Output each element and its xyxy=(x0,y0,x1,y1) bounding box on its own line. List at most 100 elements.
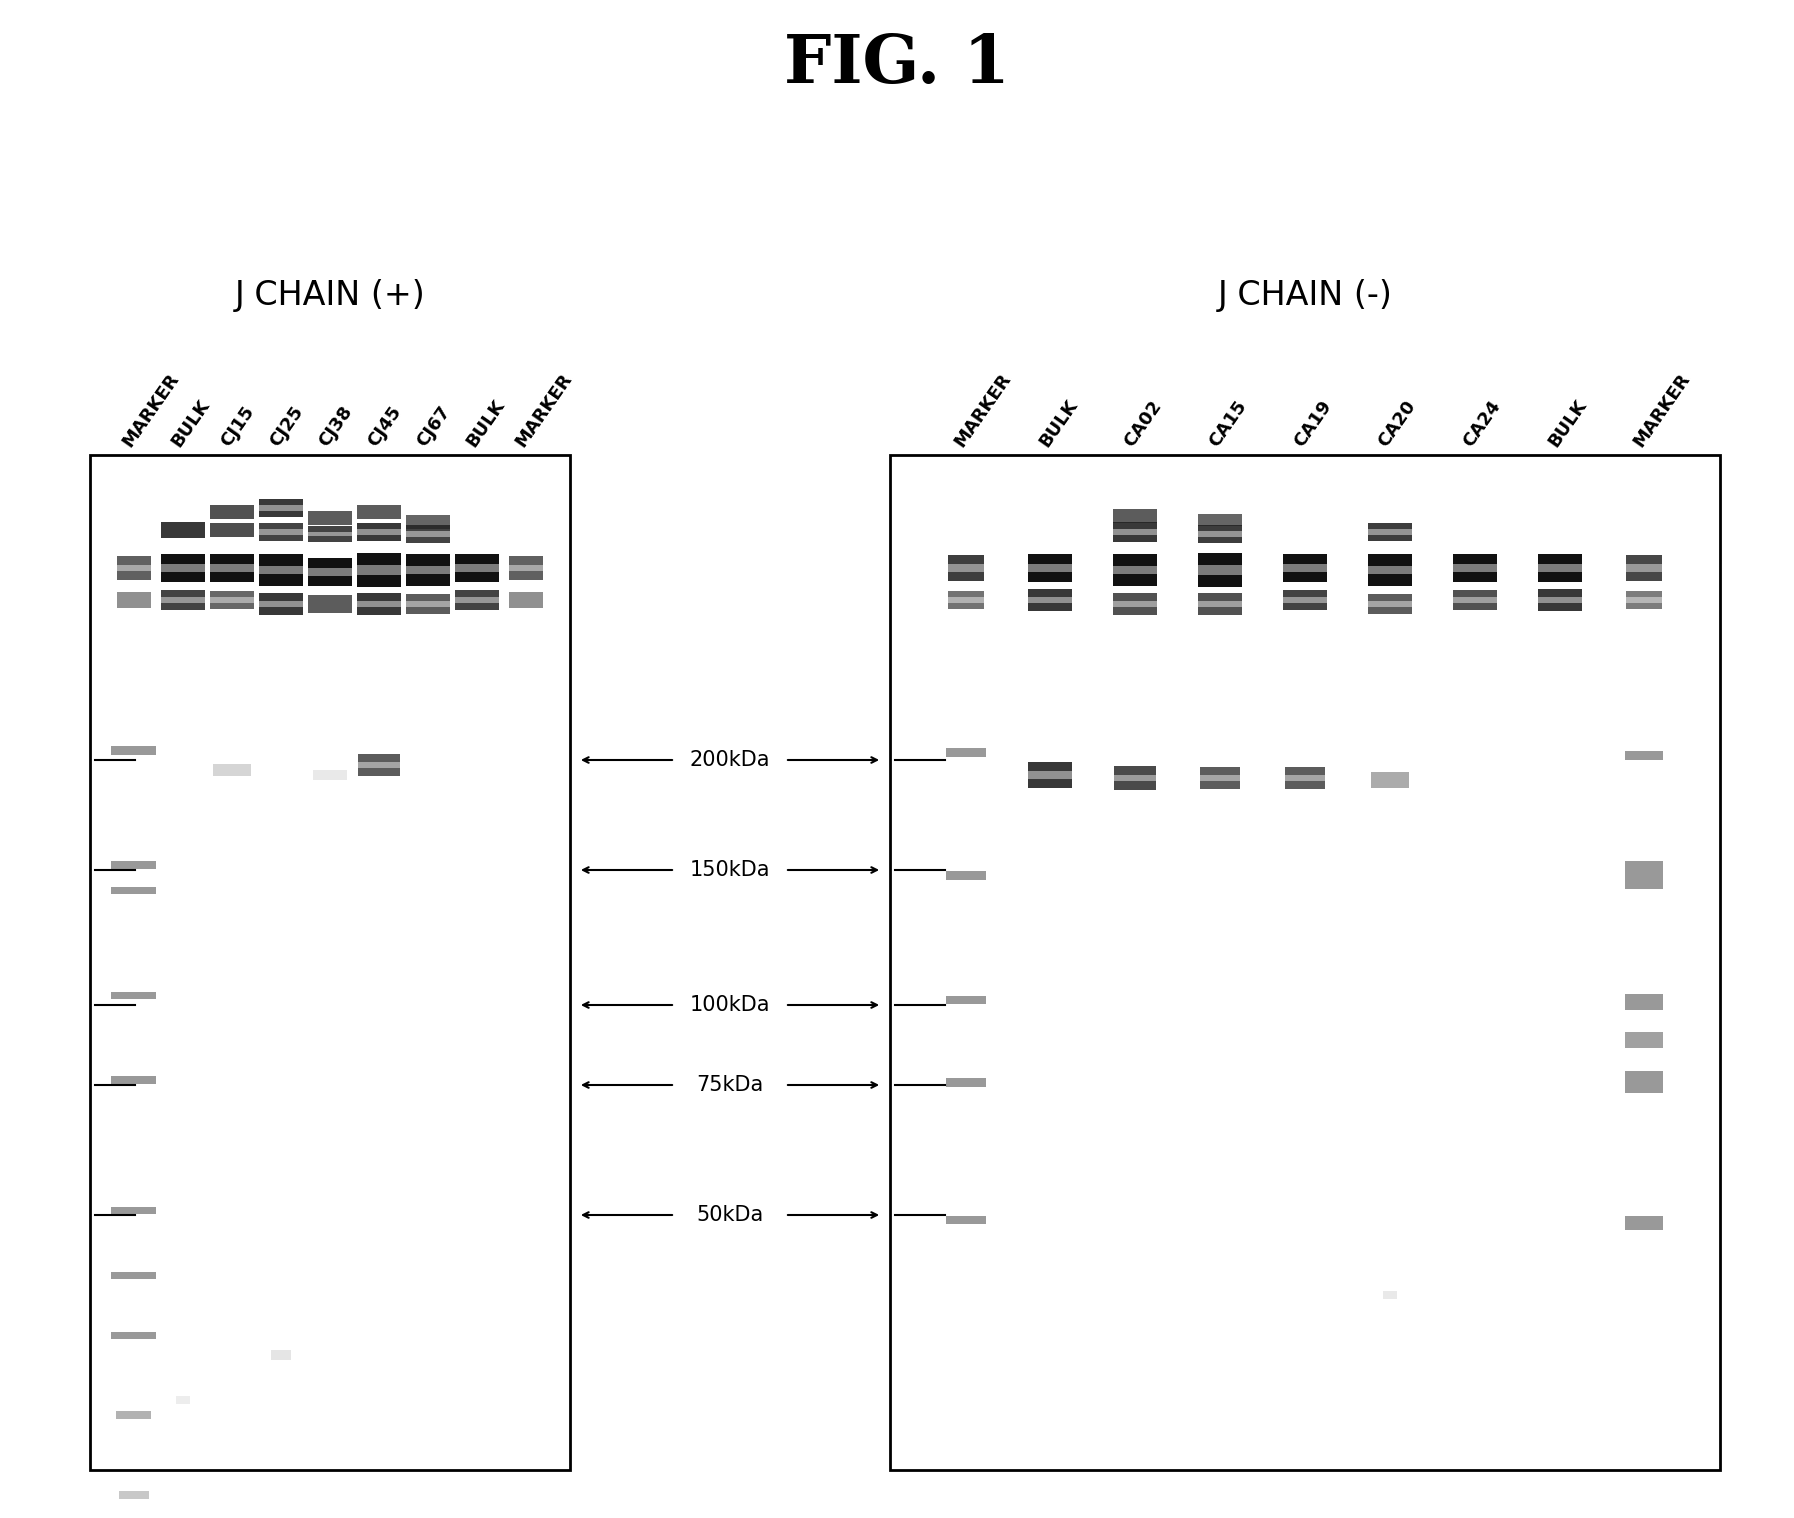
Bar xyxy=(509,592,544,609)
Bar xyxy=(1114,522,1157,542)
Bar xyxy=(1198,515,1241,527)
Bar xyxy=(1285,767,1326,789)
Bar xyxy=(945,996,985,1003)
Bar xyxy=(359,754,400,776)
Bar xyxy=(1625,1032,1663,1047)
Bar xyxy=(161,591,205,610)
Bar xyxy=(1200,767,1240,789)
Bar xyxy=(210,598,255,603)
Bar xyxy=(1383,1290,1398,1299)
Bar xyxy=(111,991,156,999)
Bar xyxy=(1028,762,1073,788)
Text: 75kDa: 75kDa xyxy=(696,1075,764,1094)
Text: MARKER: MARKER xyxy=(118,370,183,449)
Bar xyxy=(111,745,156,754)
Text: CA19: CA19 xyxy=(1290,398,1335,449)
Bar xyxy=(161,522,205,537)
Bar xyxy=(456,554,499,581)
Bar xyxy=(1625,750,1663,759)
Bar xyxy=(1627,591,1663,609)
Bar xyxy=(945,1216,985,1224)
Bar xyxy=(1367,594,1412,613)
Bar xyxy=(213,764,251,776)
Bar xyxy=(1114,566,1157,574)
Text: CA15: CA15 xyxy=(1206,398,1250,449)
Bar xyxy=(161,565,205,572)
Bar xyxy=(1627,598,1663,603)
Bar xyxy=(405,554,450,586)
Bar xyxy=(1198,565,1241,575)
Bar xyxy=(1283,597,1328,603)
Bar xyxy=(111,861,156,868)
Bar xyxy=(1114,509,1157,524)
Bar xyxy=(405,594,450,613)
Bar xyxy=(117,565,151,571)
Bar xyxy=(309,595,352,613)
Bar xyxy=(1114,554,1157,586)
Text: MARKER: MARKER xyxy=(1629,370,1694,449)
Bar xyxy=(1198,525,1241,543)
Bar xyxy=(405,601,450,607)
Bar xyxy=(312,770,346,780)
Bar xyxy=(357,505,402,519)
Bar xyxy=(210,565,255,572)
Bar xyxy=(1114,767,1157,789)
Text: CJ25: CJ25 xyxy=(266,402,307,449)
Bar xyxy=(890,455,1720,1469)
Bar xyxy=(309,512,352,525)
Bar xyxy=(1537,565,1582,572)
Text: 50kDa: 50kDa xyxy=(696,1205,764,1225)
Bar xyxy=(945,1078,985,1087)
Bar xyxy=(945,870,985,879)
Bar xyxy=(1198,553,1241,587)
Bar xyxy=(1367,530,1412,534)
Text: BULK: BULK xyxy=(1545,396,1589,449)
Bar xyxy=(1114,601,1157,607)
Bar xyxy=(90,455,570,1469)
Text: BULK: BULK xyxy=(1035,396,1082,449)
Bar xyxy=(456,565,499,572)
Bar xyxy=(509,556,544,580)
Bar xyxy=(1625,861,1663,890)
Bar xyxy=(1198,601,1241,607)
Bar xyxy=(258,554,303,586)
Bar xyxy=(111,1272,156,1278)
Bar xyxy=(1537,597,1582,603)
Bar xyxy=(1028,565,1073,572)
Text: CA20: CA20 xyxy=(1374,398,1419,449)
Bar xyxy=(1627,556,1663,581)
Bar xyxy=(357,530,402,534)
Bar xyxy=(210,554,255,581)
Bar xyxy=(1453,554,1496,581)
Bar xyxy=(1627,565,1663,572)
Bar xyxy=(359,762,400,768)
Bar xyxy=(357,553,402,587)
Bar xyxy=(118,1491,149,1498)
Bar xyxy=(947,565,983,572)
Bar xyxy=(947,591,983,609)
Bar xyxy=(309,559,352,586)
Text: MARKER: MARKER xyxy=(951,370,1015,449)
Bar xyxy=(176,1397,190,1404)
Bar xyxy=(258,530,303,534)
Bar xyxy=(947,598,983,603)
Bar xyxy=(258,566,303,574)
Bar xyxy=(1625,1072,1663,1093)
Text: BULK: BULK xyxy=(169,396,213,449)
Bar xyxy=(1028,554,1073,581)
Text: BULK: BULK xyxy=(463,396,508,449)
Bar xyxy=(258,594,303,615)
Bar xyxy=(1367,601,1412,607)
Text: 100kDa: 100kDa xyxy=(689,994,770,1016)
Text: J CHAIN (+): J CHAIN (+) xyxy=(235,278,425,311)
Bar xyxy=(111,887,156,894)
Bar xyxy=(1198,531,1241,536)
Bar xyxy=(1453,591,1496,610)
Bar xyxy=(1283,565,1328,572)
Bar xyxy=(1028,771,1073,779)
Bar xyxy=(210,524,255,537)
Bar xyxy=(117,592,151,609)
Text: CJ67: CJ67 xyxy=(413,402,454,449)
Bar xyxy=(1537,554,1582,581)
Bar xyxy=(945,747,985,756)
